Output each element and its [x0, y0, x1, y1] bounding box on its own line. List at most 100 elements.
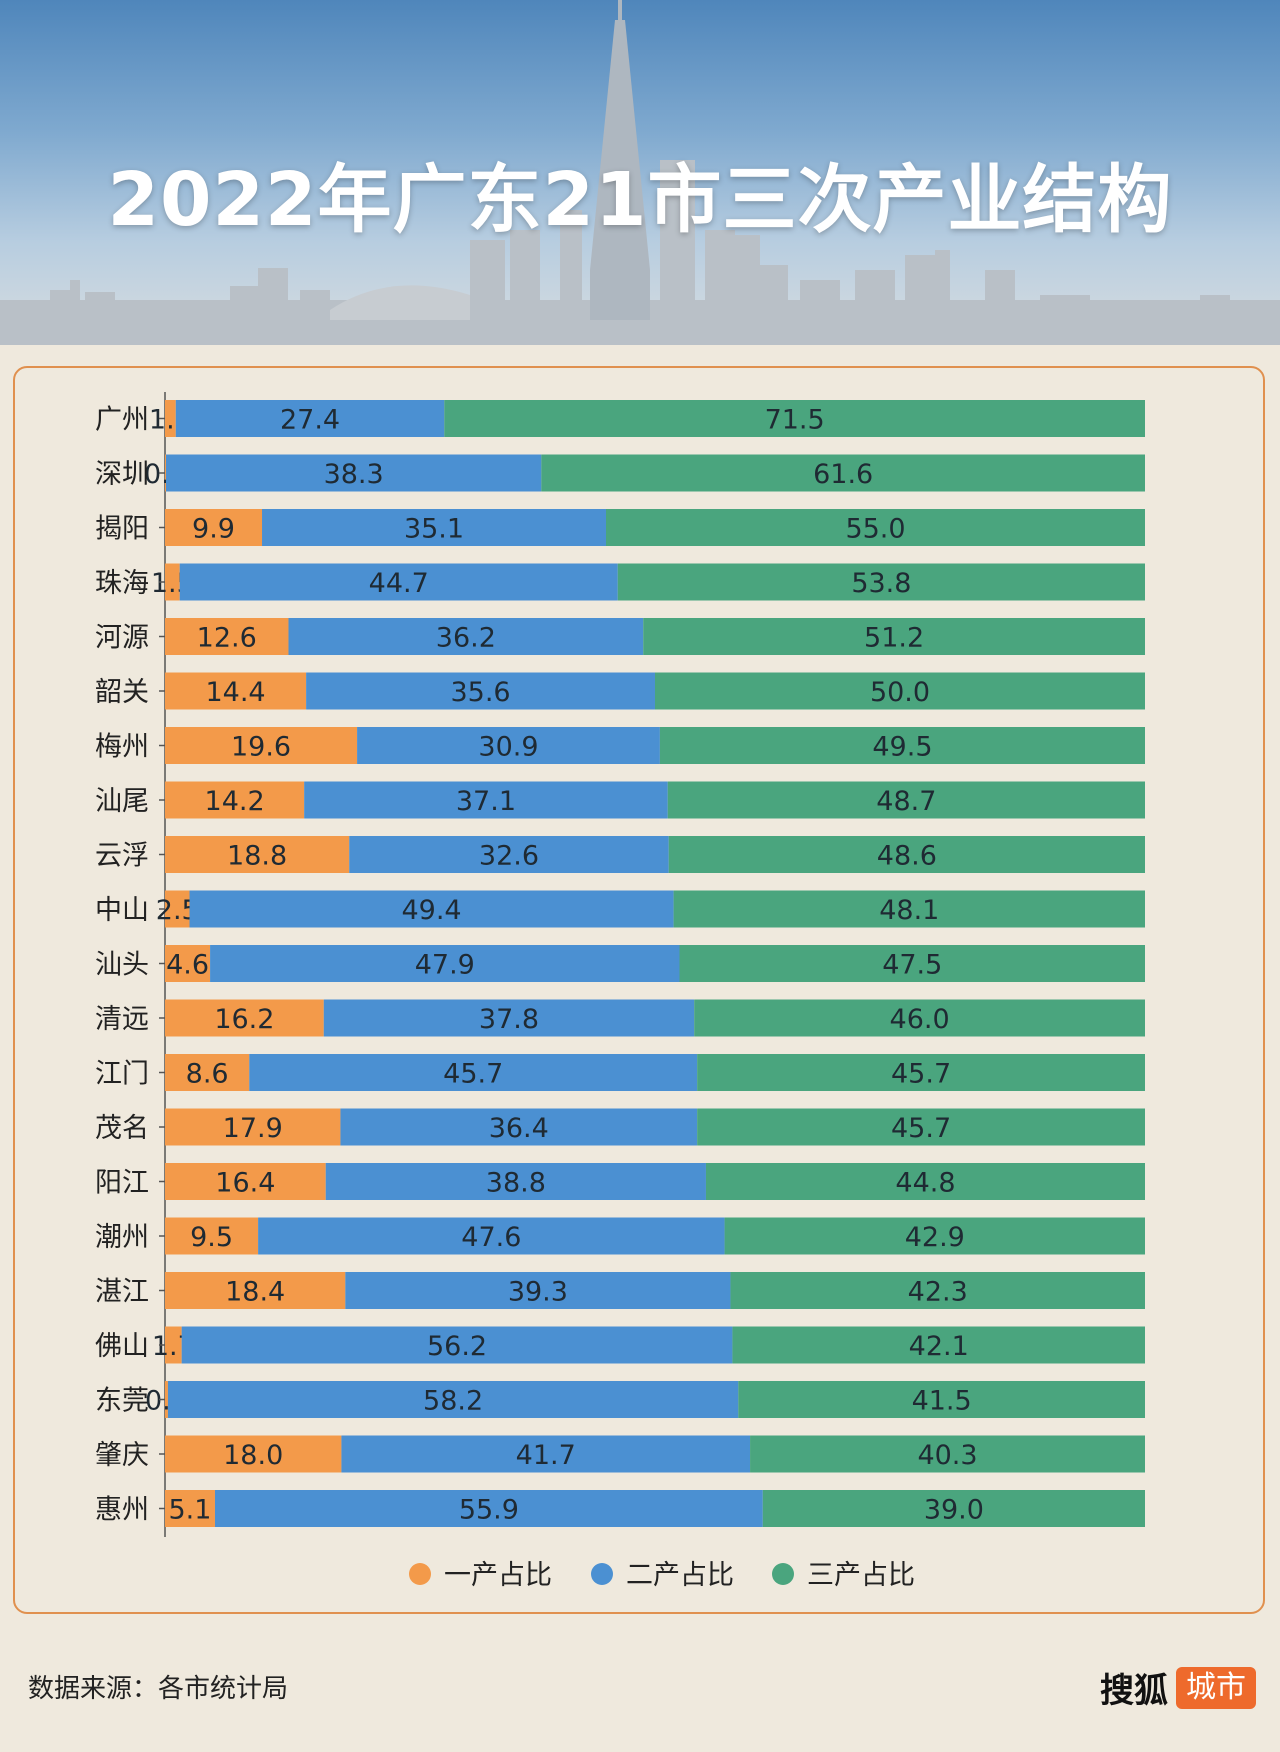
- bar-segment: [340, 1108, 698, 1146]
- bar-segment: [165, 781, 305, 819]
- bar-segment: [165, 727, 358, 764]
- legend-label: 二产占比: [626, 1560, 734, 1591]
- data-label: 39.3: [508, 1277, 568, 1308]
- category-label: 珠海: [95, 568, 149, 599]
- data-label: 39.0: [924, 1495, 984, 1526]
- data-label: 9.9: [192, 514, 235, 545]
- data-label: 8.6: [186, 1059, 229, 1090]
- data-label: 9.5: [190, 1222, 233, 1253]
- bar-segment: [323, 999, 695, 1037]
- data-label: 35.6: [450, 677, 510, 708]
- category-label: 深圳: [95, 459, 149, 490]
- category-label: 揭阳: [95, 514, 149, 545]
- data-label: 48.1: [879, 895, 939, 926]
- bar-segment: [325, 1163, 706, 1200]
- data-source-note: 数据来源：各市统计局: [28, 1674, 289, 1704]
- bar-segment: [345, 1272, 731, 1309]
- data-label: 58.2: [423, 1386, 483, 1417]
- data-label: 5.1: [169, 1495, 212, 1526]
- data-label: 16.4: [215, 1168, 275, 1199]
- bar-segment: [762, 1490, 1145, 1527]
- category-label: 汕尾: [95, 786, 149, 817]
- category-label: 茂名: [95, 1113, 149, 1144]
- data-label: 45.7: [443, 1059, 503, 1090]
- category-label: 韶关: [95, 677, 149, 708]
- data-label: 46.0: [890, 1004, 950, 1035]
- brand-badge: 城市: [1176, 1666, 1256, 1709]
- category-label: 云浮: [95, 841, 149, 872]
- category-label: 肇庆: [95, 1440, 149, 1471]
- bar-segment: [165, 1326, 182, 1364]
- bar-segment: [357, 727, 660, 764]
- bar-segment: [750, 1435, 1145, 1473]
- data-label: 37.8: [479, 1004, 539, 1035]
- bar-segment: [617, 563, 1145, 601]
- bar-segment: [697, 1108, 1145, 1146]
- bar-segment: [668, 836, 1145, 873]
- bar-segment: [694, 999, 1145, 1037]
- data-label: 42.3: [908, 1277, 968, 1308]
- category-label: 阳江: [95, 1168, 149, 1199]
- brand-name: 搜狐: [1100, 1671, 1168, 1711]
- page-title: 2022年广东21市三次产业结构: [107, 157, 1173, 243]
- data-label: 36.2: [436, 623, 496, 654]
- category-label: 梅州: [95, 732, 149, 763]
- bar-segment: [165, 400, 176, 437]
- bar-segment: [341, 1435, 751, 1473]
- data-label: 37.1: [456, 786, 516, 817]
- brand-logo: 搜狐 城市: [1100, 1663, 1256, 1712]
- data-label: 18.0: [223, 1440, 283, 1471]
- bar-segment: [165, 945, 211, 982]
- legend-marker: [591, 1563, 613, 1585]
- data-label: 45.7: [891, 1113, 951, 1144]
- legend-marker: [772, 1563, 794, 1585]
- data-label: 41.5: [912, 1386, 972, 1417]
- bar-segment: [167, 1381, 739, 1418]
- data-label: 51.2: [864, 623, 924, 654]
- data-label: 32.6: [479, 841, 539, 872]
- bar-segment: [165, 454, 542, 492]
- bar-segment: [738, 1381, 1145, 1418]
- data-label: 18.4: [225, 1277, 285, 1308]
- data-label: 50.0: [870, 677, 930, 708]
- data-label: 17.9: [223, 1113, 283, 1144]
- bar-segment: [189, 890, 674, 928]
- bar-segment: [724, 1217, 1145, 1255]
- data-label: 49.4: [401, 895, 461, 926]
- data-label: 14.4: [205, 677, 265, 708]
- data-label: 38.3: [324, 459, 384, 490]
- category-label: 佛山: [95, 1331, 149, 1362]
- data-label: 53.8: [851, 568, 911, 599]
- data-label: 27.4: [280, 405, 340, 436]
- header-banner: 2022年广东21市三次产业结构: [0, 0, 1280, 345]
- bar-segment: [306, 672, 655, 710]
- data-label: 42.1: [909, 1331, 969, 1362]
- data-label: 30.9: [478, 732, 538, 763]
- bar-segment: [697, 1054, 1145, 1091]
- bar-segment: [249, 1054, 698, 1091]
- bar-segment: [165, 672, 307, 710]
- city-skyline-illustration: [0, 0, 1280, 345]
- bar-segment: [165, 618, 289, 655]
- bar-segment: [705, 1163, 1145, 1200]
- data-label: 55.0: [845, 514, 905, 545]
- data-label: 4.6: [166, 950, 209, 981]
- bar-segment: [165, 1108, 341, 1146]
- data-label: 47.9: [415, 950, 475, 981]
- bar-segment: [165, 1381, 168, 1418]
- category-label: 惠州: [95, 1495, 149, 1526]
- bar-segment: [165, 563, 180, 601]
- data-label: 12.6: [197, 623, 257, 654]
- data-label: 61.6: [813, 459, 873, 490]
- bar-segment: [165, 1272, 346, 1309]
- bar-segment: [444, 400, 1145, 437]
- category-label: 广州: [95, 405, 149, 436]
- bar-segment: [262, 509, 606, 546]
- legend-label: 一产占比: [444, 1560, 552, 1591]
- bar-segment: [732, 1326, 1145, 1364]
- bar-segment: [659, 727, 1145, 764]
- category-label: 河源: [95, 623, 149, 654]
- data-label: 14.2: [205, 786, 265, 817]
- bar-segment: [165, 509, 263, 546]
